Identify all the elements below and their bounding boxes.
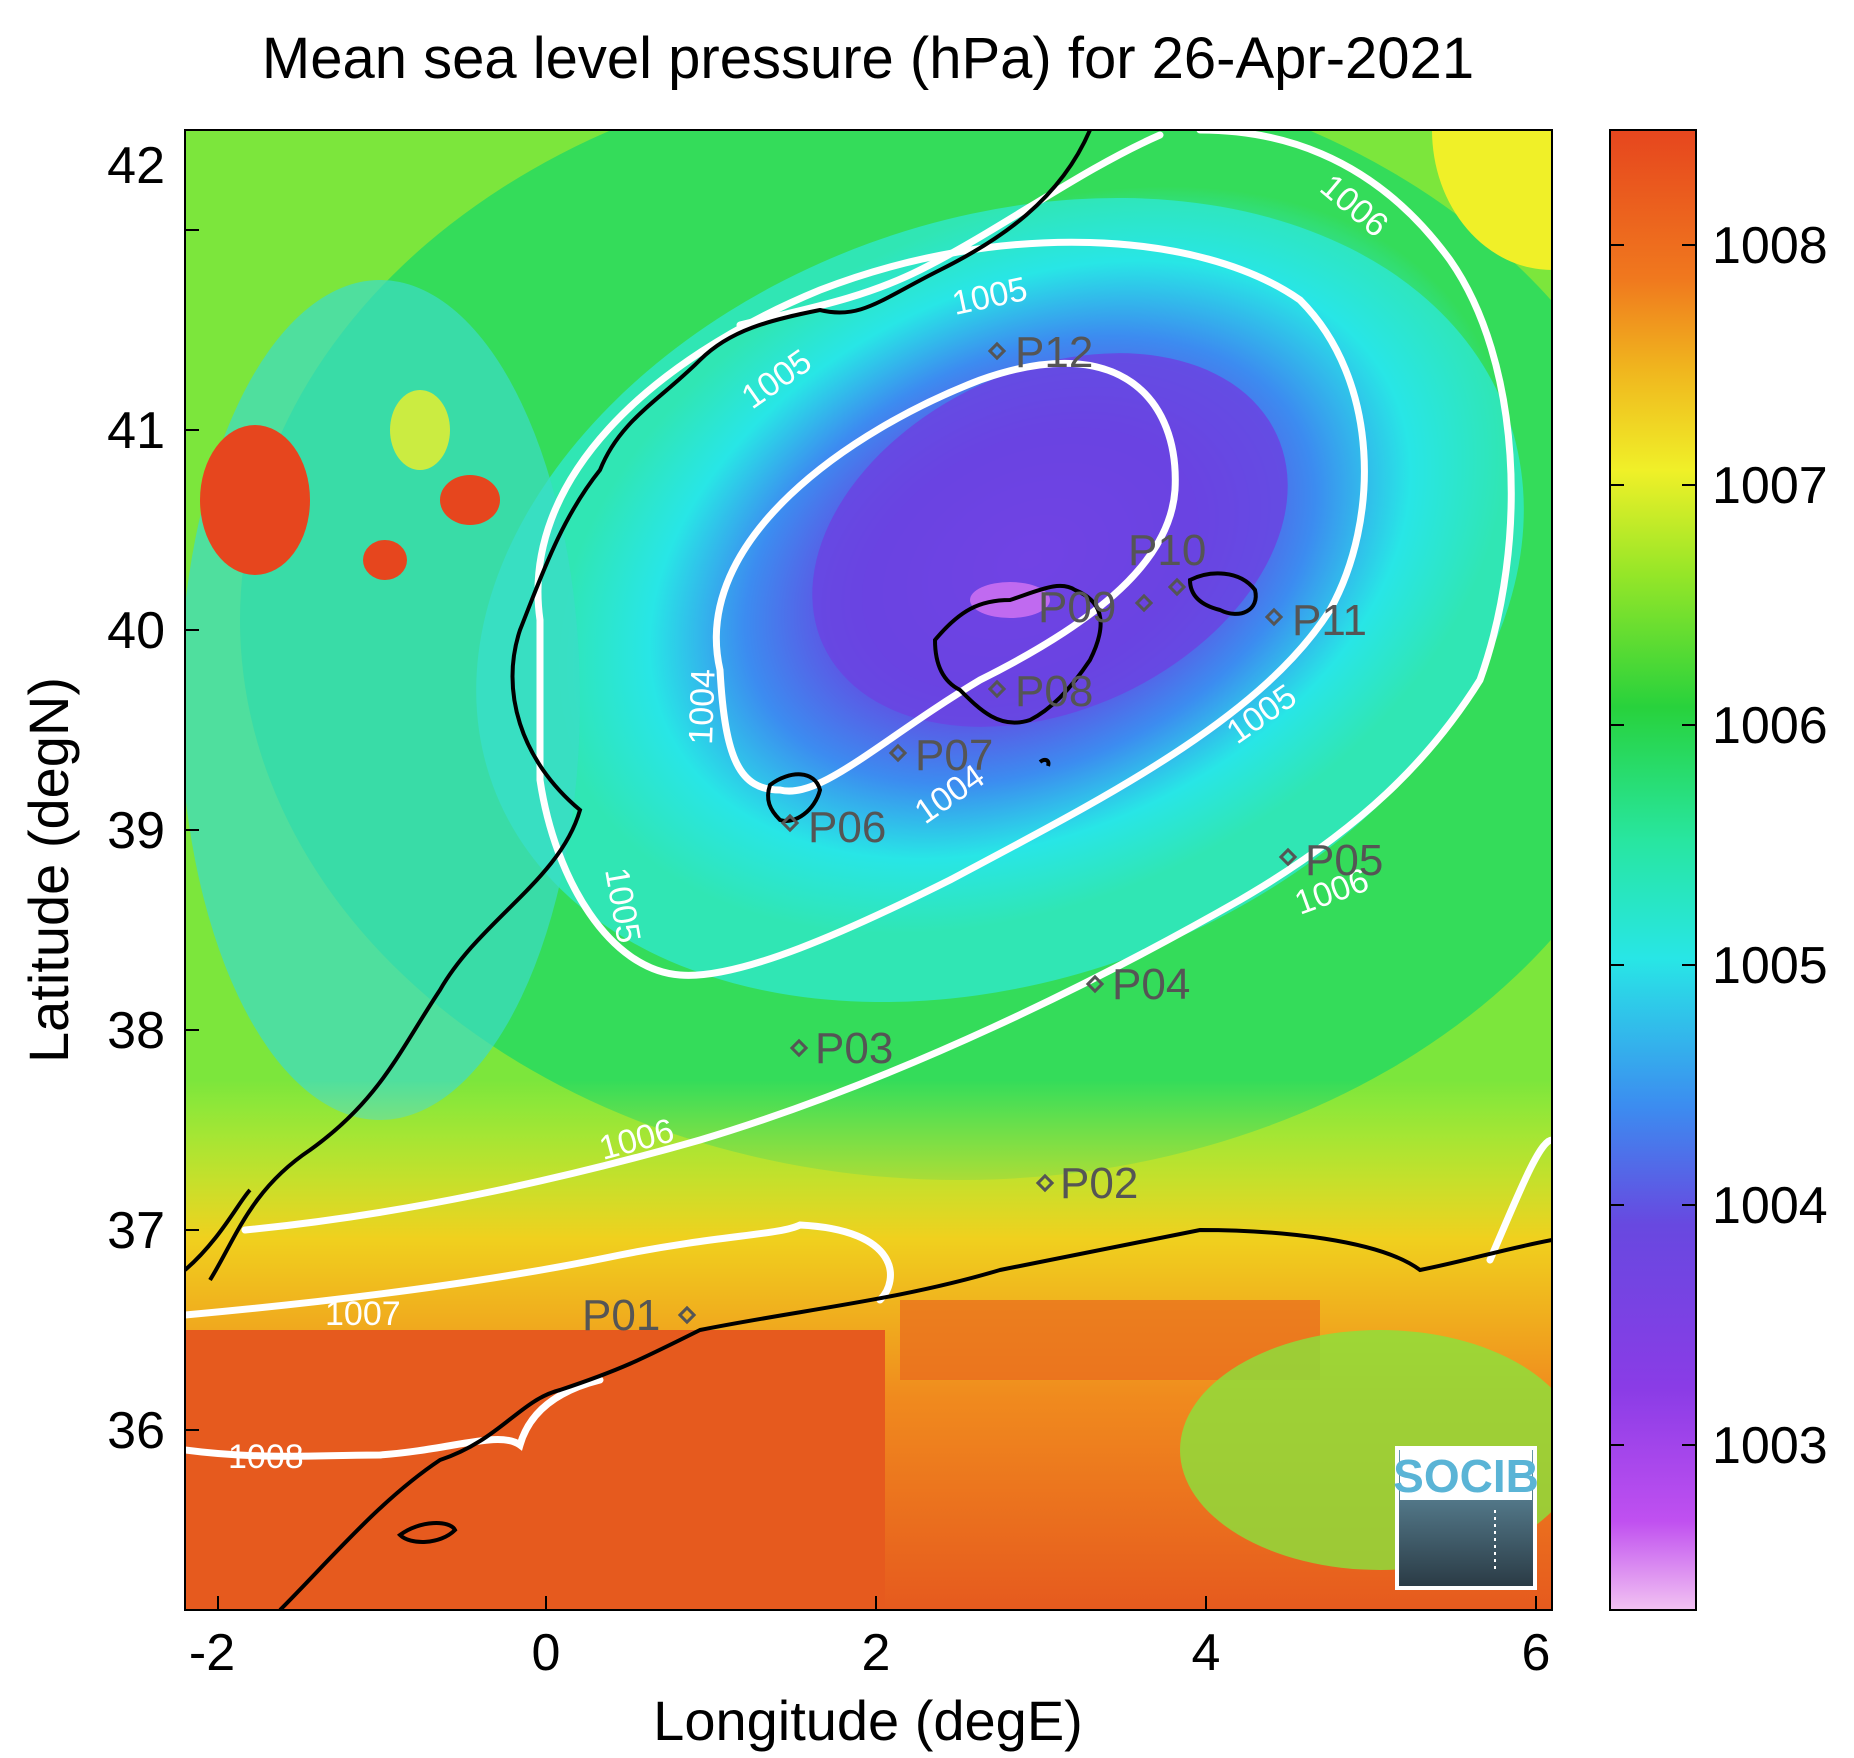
contour-1004 — [712, 359, 1179, 795]
field-hotspot-2 — [440, 475, 500, 525]
field-hotspot-3 — [363, 540, 407, 580]
y-tick-label: 42 — [107, 137, 165, 195]
station-p09: P09 — [1038, 583, 1154, 632]
coastline-alboran — [396, 1521, 458, 1544]
station-marker-icon — [1278, 847, 1298, 867]
station-marker-icon — [888, 743, 908, 763]
colorbar-tick-label: 1007 — [1712, 457, 1828, 515]
coastline — [185, 130, 1552, 1610]
contour-1008 — [185, 1376, 604, 1460]
x-tick-label: 4 — [1192, 1624, 1221, 1682]
field-sw-high — [185, 1330, 885, 1610]
contour-label: 1004 — [682, 668, 723, 745]
y-tick-label: 41 — [107, 402, 165, 460]
station-markers: P01 P02 P03 P04 P05 P06 P07 P08 P09 P10 … — [582, 328, 1383, 1340]
colorbar: 1003 1004 1005 1006 1007 1008 — [1609, 129, 1828, 1611]
station-marker-icon — [677, 1305, 697, 1325]
y-axis-label: Latitude (degN) — [17, 677, 80, 1063]
station-p06: P06 — [780, 803, 886, 852]
y-tick-label: 37 — [107, 1202, 165, 1260]
station-marker-icon — [789, 1038, 809, 1058]
station-p02: P02 — [1035, 1159, 1138, 1208]
field-ne-corner — [1432, 130, 1552, 270]
plot-frame — [184, 129, 1553, 1611]
station-p07: P07 — [888, 731, 993, 780]
contour-1006 — [241, 130, 1515, 1234]
station-p11: P11 — [1264, 596, 1367, 645]
field-hotspot-1 — [200, 425, 310, 575]
station-label: P07 — [915, 731, 993, 780]
coastline-iberia-south-west — [185, 1188, 252, 1272]
x-tick-label: 0 — [532, 1624, 561, 1682]
station-marker-icon — [987, 679, 1007, 699]
colorbar-tick-label: 1008 — [1712, 217, 1828, 275]
station-label: P06 — [808, 803, 886, 852]
colorbar-tick-label: 1004 — [1712, 1177, 1828, 1235]
coastline-ibiza — [766, 772, 823, 823]
station-marker-icon — [1035, 1173, 1055, 1193]
contour-1005 — [534, 238, 1368, 979]
station-label: P11 — [1292, 596, 1367, 645]
x-tick-labels: -2 0 2 4 6 — [189, 1624, 1551, 1682]
axis-tick-marks — [185, 229, 1537, 1610]
station-marker-icon — [1134, 593, 1154, 613]
station-label: P05 — [1305, 836, 1383, 885]
y-tick-labels: 36 37 38 39 40 41 42 — [107, 137, 165, 1460]
x-tick-label: -2 — [189, 1624, 235, 1682]
colorbar-tick-label: 1005 — [1712, 937, 1828, 995]
station-p01: P01 — [582, 1291, 697, 1340]
station-label: P04 — [1112, 960, 1190, 1009]
colorbar-tick-label: 1006 — [1712, 697, 1828, 755]
y-tick-label: 40 — [107, 602, 165, 660]
station-p12: P12 — [987, 328, 1093, 377]
field-west-land — [185, 280, 580, 1120]
coastline-cabrera — [1038, 757, 1051, 767]
station-label: P10 — [1128, 526, 1206, 575]
contour-1007 — [185, 1221, 894, 1319]
contour-1007-se — [1486, 1136, 1552, 1264]
colorbar-tick-label: 1003 — [1712, 1417, 1828, 1475]
coastline-africa-north — [278, 1227, 1552, 1610]
colorbar-ticks — [1610, 244, 1696, 1446]
y-tick-label: 36 — [107, 1402, 165, 1460]
station-p10: P10 — [1128, 526, 1206, 597]
coastline-menorca — [1187, 571, 1258, 616]
station-label: P12 — [1015, 328, 1093, 377]
socib-logo: SOCIB — [1393, 1446, 1539, 1590]
contour-label: 1007 — [325, 1295, 401, 1333]
y-tick-label: 38 — [107, 1002, 165, 1060]
station-label: P09 — [1038, 583, 1116, 632]
station-p08: P08 — [987, 667, 1093, 716]
x-axis-label: Longitude (degE) — [653, 1689, 1083, 1752]
coastline-iberia-east — [208, 130, 1092, 1282]
station-marker-icon — [1167, 577, 1187, 597]
station-marker-icon — [987, 341, 1007, 361]
colorbar-gradient — [1609, 129, 1697, 1611]
y-tick-label: 39 — [107, 802, 165, 860]
contour-label: 1008 — [228, 1438, 304, 1476]
coastline-mallorca — [932, 583, 1103, 725]
station-label: P08 — [1015, 667, 1093, 716]
station-p03: P03 — [789, 1024, 893, 1073]
station-label: P01 — [582, 1291, 660, 1340]
logo-header — [1400, 1450, 1532, 1500]
station-label: P02 — [1060, 1159, 1138, 1208]
station-p04: P04 — [1085, 960, 1190, 1009]
contour-1006-north — [736, 131, 1164, 329]
contour-lines — [185, 130, 1552, 1460]
station-marker-icon — [1264, 607, 1284, 627]
logo-text: SOCIB — [1393, 1450, 1539, 1502]
x-tick-label: 6 — [1522, 1624, 1551, 1682]
chart-title: Mean sea level pressure (hPa) for 26-Apr… — [262, 26, 1474, 91]
plot-area: 1004 1004 1005 1005 1005 1005 1006 1006 … — [185, 130, 1552, 1610]
station-marker-icon — [1085, 974, 1105, 994]
field-hotspot-4 — [390, 390, 450, 470]
x-tick-label: 2 — [862, 1624, 891, 1682]
station-p05: P05 — [1278, 836, 1383, 885]
station-label: P03 — [815, 1024, 893, 1073]
station-marker-icon — [780, 813, 800, 833]
